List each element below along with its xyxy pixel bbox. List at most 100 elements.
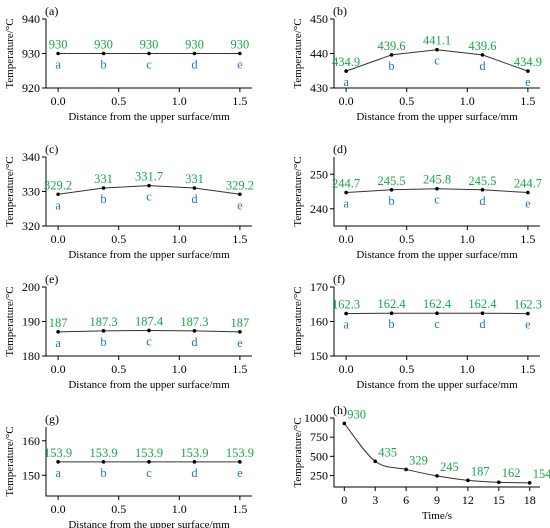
panel-b-value-label: 439.6 — [468, 39, 496, 53]
panel-e-value-label: 187.3 — [180, 315, 208, 329]
panel-g-point — [56, 460, 60, 464]
panel-c-point — [101, 186, 106, 190]
panel-h-point — [342, 421, 347, 426]
panel-a-point — [101, 51, 106, 56]
panel-h-ytick-label: 500 — [310, 449, 328, 463]
panel-c-ytick-label: 340 — [22, 150, 40, 164]
panel-a-xtick-label: 0.5 — [111, 94, 126, 108]
panel-f-value-label: 162.4 — [377, 297, 406, 311]
panel-e-point-label: e — [237, 336, 243, 350]
panel-h-xlabel: Time/s — [422, 510, 452, 522]
panel-h-ylabel: Temperature/°C — [292, 417, 304, 487]
panel-e-xtick-label: 0.5 — [111, 362, 126, 376]
panel-e-value-label: 187 — [49, 316, 68, 330]
panel-d-label: (d) — [333, 142, 347, 156]
panel-c-point — [192, 186, 197, 190]
panel-d-value-label: 244.7 — [514, 177, 542, 191]
panel-c-point-label: c — [146, 190, 152, 204]
panel-a-xtick-label: 0.0 — [51, 94, 66, 108]
panel-f-point-label: d — [479, 317, 486, 331]
panel-b-point-label: e — [525, 75, 531, 89]
panel-h-value-label: 162 — [502, 466, 521, 480]
panel-f-xtick-label: 0.5 — [399, 362, 414, 376]
panel-e-point — [101, 329, 106, 333]
panel-f-xtick-label: 1.0 — [460, 362, 475, 376]
panel-h-value-label: 187 — [471, 464, 490, 478]
panel-g-xtick-label: 0.5 — [111, 502, 126, 516]
panel-b-value-label: 434.9 — [332, 55, 360, 69]
panel-a-xlabel: Distance from the upper surface/mm — [68, 111, 230, 123]
panel-d-point-label: e — [525, 197, 531, 211]
panel-c-ytick-label: 330 — [22, 185, 40, 199]
panel-e-label: (e) — [45, 272, 58, 286]
panel-a-point-label: e — [237, 58, 243, 72]
panel-c-point — [238, 192, 242, 197]
panel-d-xtick-label: 1.0 — [460, 232, 475, 246]
panel-g-value-label: 153.9 — [226, 446, 254, 460]
panel-f-point — [526, 311, 530, 316]
panel-g-point-label: d — [191, 466, 198, 480]
panel-h-value-label: 245 — [440, 460, 459, 474]
panel-b-ytick-label: 430 — [310, 81, 328, 95]
panel-g-value-label: 153.9 — [135, 446, 163, 460]
panel-d-point — [435, 186, 439, 191]
panel-d-ytick-label: 250 — [310, 167, 328, 181]
panel-a-point — [56, 51, 60, 56]
panel-f-xtick-label: 1.5 — [520, 362, 535, 376]
panel-g-point-label: c — [146, 466, 152, 480]
panel-a-ytick-label: 940 — [22, 12, 40, 26]
panel-b-value-label: 441.1 — [423, 34, 451, 48]
panel-c-point-label: a — [55, 198, 61, 212]
panel-f-xtick-label: 0.0 — [339, 362, 354, 376]
panel-e-point — [147, 328, 151, 333]
panel-a-point-label: b — [100, 58, 106, 72]
panel-d-point-label: c — [434, 193, 440, 207]
panel-h-xtick-label: 6 — [403, 493, 409, 507]
panel-c-xtick-label: 0.0 — [51, 232, 66, 246]
panel-c-label: (c) — [45, 142, 58, 156]
panel-g-xtick-label: 0.0 — [51, 502, 66, 516]
panel-c-value-label: 331.7 — [135, 170, 163, 184]
panel-g-point — [147, 460, 151, 464]
panel-c-ylabel: Temperature/°C — [4, 156, 16, 226]
panel-d-point — [344, 190, 348, 195]
panel-h-value-label: 329 — [409, 453, 428, 467]
panel-d-xlabel: Distance from the upper surface/mm — [356, 249, 518, 261]
panel-b-label: (b) — [333, 4, 347, 18]
panel-c-ytick-label: 320 — [22, 219, 40, 233]
panel-c-xtick-label: 1.0 — [172, 232, 187, 246]
panel-g-point-label: a — [55, 466, 61, 480]
panel-d-point — [480, 187, 485, 192]
panel-e-xtick-label: 1.5 — [232, 362, 247, 376]
panel-d-xtick-label: 0.5 — [399, 232, 414, 246]
panel-a-value-label: 930 — [185, 38, 204, 52]
panel-e-point-label: a — [55, 336, 61, 350]
panel-h-xtick-label: 3 — [372, 493, 378, 507]
panel-g-ylabel: Temperature/°C — [4, 426, 16, 496]
panel-c-point — [147, 183, 151, 188]
panel-b-point-label: d — [479, 59, 486, 73]
panel-f-ytick-label: 160 — [310, 315, 328, 329]
panel-e-ytick-label: 200 — [22, 280, 40, 294]
panel-b-point — [344, 69, 348, 73]
panel-a-xtick-label: 1.0 — [172, 94, 187, 108]
panel-g-label: (g) — [45, 412, 59, 426]
panel-g-point-label: e — [237, 466, 243, 480]
panel-b-point — [480, 53, 485, 57]
panel-b-point-label: b — [388, 59, 394, 73]
panel-f-label: (f) — [333, 272, 345, 286]
panel-b-xlabel: Distance from the upper surface/mm — [356, 111, 518, 123]
panel-e-point-label: d — [191, 335, 198, 349]
panel-c-value-label: 329.2 — [226, 178, 254, 192]
panel-e-value-label: 187 — [231, 316, 250, 330]
panel-g-point-label: b — [100, 466, 106, 480]
panel-a-label: (a) — [45, 4, 58, 18]
panel-e-point — [238, 330, 242, 334]
panel-a-ytick-label: 920 — [22, 81, 40, 95]
panel-h-value-label: 435 — [378, 445, 397, 459]
panel-b-ylabel: Temperature/°C — [292, 18, 304, 88]
panel-c-point-label: b — [100, 192, 106, 206]
panel-a-point — [192, 51, 197, 56]
panel-b-point — [526, 69, 530, 73]
